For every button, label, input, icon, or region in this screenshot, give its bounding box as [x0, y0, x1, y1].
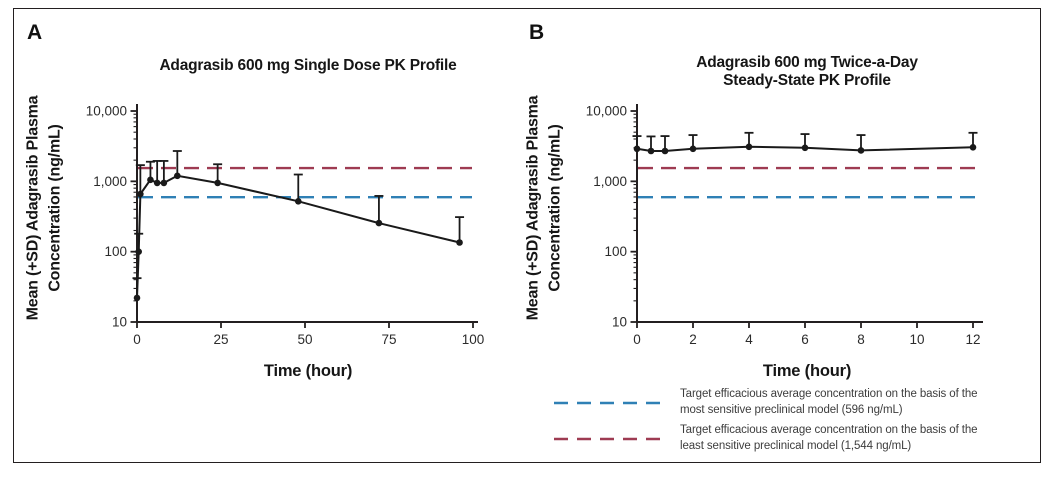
data-point [661, 147, 669, 155]
panel-b-title-line2: Steady-State PK Profile [723, 71, 891, 89]
data-point [147, 176, 154, 184]
data-point [133, 294, 141, 302]
data-point [857, 147, 865, 154]
x-tick-label: 4 [745, 332, 753, 347]
y-tick-label: 100 [104, 244, 127, 259]
data-point [160, 179, 168, 187]
x-tick-label: 6 [801, 332, 809, 347]
data-point [689, 145, 697, 153]
y-tick-label: 10 [612, 315, 627, 330]
x-tick-label: 25 [213, 332, 228, 347]
x-tick-label: 2 [689, 332, 697, 347]
data-point [456, 239, 463, 246]
data-point [294, 198, 302, 205]
legend-text-most-sensitive: Target efficacious average concentration… [680, 388, 978, 416]
y-tick-label: 10 [112, 315, 127, 330]
panel-b-letter: B [529, 21, 545, 44]
x-tick-label: 8 [857, 332, 865, 347]
data-point [153, 179, 161, 187]
x-tick-label: 0 [133, 332, 141, 347]
reference-line-legend: Target efficacious average concentration… [553, 386, 1033, 458]
panel-b-x-axis-label: Time (hour) [762, 362, 852, 380]
figure-border-frame [13, 8, 1041, 463]
legend-item-most-sensitive: Target efficacious average concentration… [553, 386, 1033, 422]
x-tick-label: 50 [297, 332, 312, 347]
data-point [174, 172, 181, 180]
data-point [801, 144, 809, 152]
y-tick-label: 10,000 [86, 104, 127, 119]
panel-a-letter: A [27, 21, 43, 44]
data-point [375, 219, 383, 227]
panel-a-plot: 10 100 1,000 10,000 0 25 50 75 100 [86, 104, 485, 347]
legend-item-least-sensitive: Target efficacious average concentration… [553, 422, 1033, 458]
legend-text-least-sensitive: Target efficacious average concentration… [680, 424, 978, 452]
data-point [135, 248, 142, 255]
x-tick-label: 0 [633, 332, 641, 347]
data-point [745, 143, 753, 151]
data-point [214, 179, 221, 187]
y-tick-label: 100 [604, 244, 627, 259]
panel-a-title: Adagrasib 600 mg Single Dose PK Profile [159, 57, 457, 74]
data-point [137, 190, 144, 198]
blue-dashed-line-sample [554, 401, 664, 405]
y-tick-label: 1,000 [93, 174, 127, 189]
panel-a-x-axis-label: Time (hour) [263, 362, 353, 380]
data-point [969, 143, 977, 151]
y-tick-label: 10,000 [586, 104, 627, 119]
panel-b-title-line1: Adagrasib 600 mg Twice-a-Day [696, 54, 918, 71]
y-tick-label: 1,000 [593, 174, 627, 189]
data-point [633, 145, 641, 153]
x-tick-label: 12 [965, 332, 980, 347]
red-dashed-line-sample [554, 437, 664, 441]
panel-b-title: Adagrasib 600 mg Twice-a-Day Steady-Stat… [637, 54, 977, 89]
x-tick-label: 10 [909, 332, 924, 347]
panel-b-plot: 10 100 1,000 10,000 0 2 4 6 8 10 12 [586, 104, 983, 347]
data-point [647, 147, 655, 155]
x-tick-label: 75 [381, 332, 396, 347]
x-tick-label: 100 [462, 332, 485, 347]
